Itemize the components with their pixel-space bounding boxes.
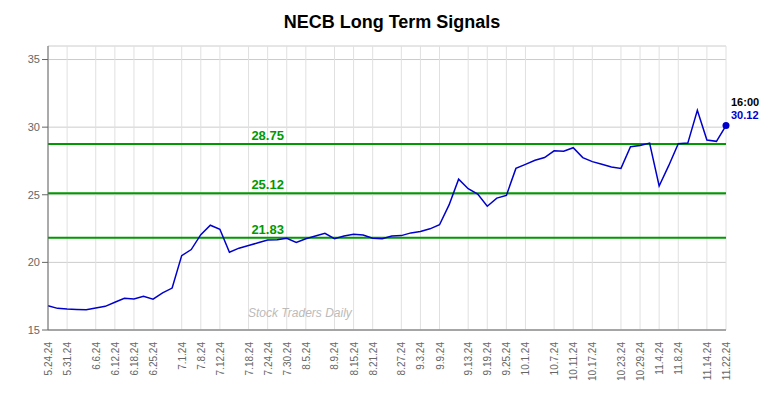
svg-text:10.29.24: 10.29.24	[635, 342, 646, 381]
svg-text:7.8.24: 7.8.24	[196, 342, 207, 370]
html-text:Stock Traders Daily: Stock Traders Daily	[248, 306, 352, 320]
html-text:NECB Long Term Signals: NECB Long Term Signals	[283, 12, 501, 32]
svg-text:35: 35	[28, 53, 40, 65]
svg-text:7.12.24: 7.12.24	[215, 342, 226, 376]
svg-text:11.22.24: 11.22.24	[721, 342, 732, 381]
svg-text:7.18.24: 7.18.24	[244, 342, 255, 376]
svg-text:11.14.24: 11.14.24	[702, 342, 713, 381]
svg-text:5.31.24: 5.31.24	[62, 342, 73, 376]
svg-text:10.1.24: 10.1.24	[520, 342, 531, 376]
svg-text:20: 20	[28, 256, 40, 268]
svg-text:8.5.24: 8.5.24	[301, 342, 312, 370]
svg-text:9.13.24: 9.13.24	[463, 342, 474, 376]
svg-text:6.6.24: 6.6.24	[91, 342, 102, 370]
svg-text:30.12: 30.12	[731, 109, 759, 121]
svg-text:11.8.24: 11.8.24	[673, 342, 684, 375]
svg-text:7.24.24: 7.24.24	[263, 342, 274, 376]
svg-text:8.21.24: 8.21.24	[368, 342, 379, 376]
svg-text:8.9.24: 8.9.24	[329, 342, 340, 370]
svg-text:21.83: 21.83	[251, 222, 284, 237]
svg-text:28.75: 28.75	[251, 128, 284, 143]
svg-text:16:00: 16:00	[731, 96, 759, 108]
svg-text:8.15.24: 8.15.24	[349, 342, 360, 376]
svg-text:30: 30	[28, 121, 40, 133]
svg-text:6.25.24: 6.25.24	[148, 342, 159, 376]
svg-text:8.27.24: 8.27.24	[396, 342, 407, 376]
svg-text:9.3.24: 9.3.24	[415, 342, 426, 370]
svg-text:6.18.24: 6.18.24	[129, 342, 140, 376]
svg-text:7.1.24: 7.1.24	[177, 342, 188, 370]
svg-text:10.17.24: 10.17.24	[587, 342, 598, 381]
svg-text:11.4.24: 11.4.24	[654, 342, 665, 375]
svg-text:9.19.24: 9.19.24	[482, 342, 493, 376]
svg-text:25.12: 25.12	[251, 177, 284, 192]
svg-text:25: 25	[28, 189, 40, 201]
svg-text:15: 15	[28, 324, 40, 336]
svg-text:9.25.24: 9.25.24	[501, 342, 512, 376]
svg-text:6.12.24: 6.12.24	[110, 342, 121, 376]
svg-text:10.11.24: 10.11.24	[568, 342, 579, 381]
svg-text:10.7.24: 10.7.24	[549, 342, 560, 376]
svg-text:10.23.24: 10.23.24	[616, 342, 627, 381]
svg-text:7.30.24: 7.30.24	[282, 342, 293, 376]
svg-text:9.9.24: 9.9.24	[435, 342, 446, 370]
svg-text:5.24.24: 5.24.24	[43, 342, 54, 376]
